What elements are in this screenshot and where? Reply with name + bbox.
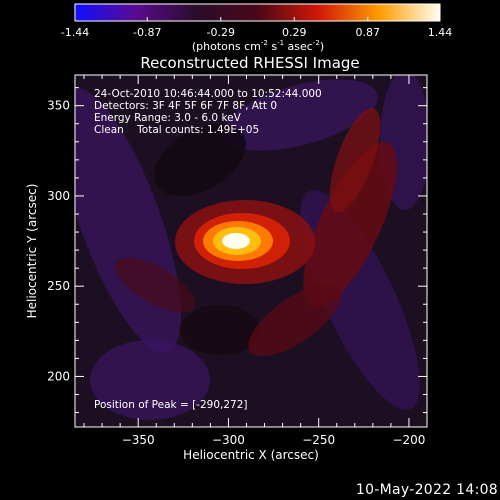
x-axis-label: Heliocentric X (arcsec) bbox=[183, 448, 319, 462]
annotation-time-range: 24-Oct-2010 10:46:44.000 to 10:52:44.000 bbox=[94, 88, 322, 100]
annotation-total-counts: Clean Total counts: 1.49E+05 bbox=[94, 124, 259, 136]
source-core bbox=[222, 233, 250, 249]
red-filament bbox=[248, 283, 342, 357]
chart-title: Reconstructed RHESSI Image bbox=[140, 54, 359, 72]
y-tick-label: 300 bbox=[47, 189, 70, 203]
y-tick-label: 250 bbox=[47, 279, 70, 293]
colorbar-tick-label: -0.87 bbox=[133, 26, 161, 39]
x-tick-label: −200 bbox=[392, 433, 425, 447]
y-axis: 200 250 300 350 bbox=[47, 87, 427, 414]
dark-region bbox=[154, 123, 246, 197]
colorbar-tick-label: 1.44 bbox=[428, 26, 453, 39]
x-tick-label: −350 bbox=[122, 433, 155, 447]
peak-position-label: Position of Peak = [-290,272] bbox=[94, 399, 248, 411]
image-area bbox=[75, 75, 427, 427]
observation-annotations: 24-Oct-2010 10:46:44.000 to 10:52:44.000… bbox=[94, 88, 322, 136]
plot-frame bbox=[74, 74, 428, 428]
red-filament bbox=[329, 107, 381, 213]
x-tick-label: −300 bbox=[212, 433, 245, 447]
colorbar-tick-label: -1.44 bbox=[61, 26, 89, 39]
x-axis: −350 −300 −250 −200 bbox=[83, 75, 428, 447]
y-axis-label: Heliocentric Y (arcsec) bbox=[25, 184, 39, 319]
red-filament bbox=[303, 142, 397, 308]
annotation-energy-range: Energy Range: 3.0 - 6.0 keV bbox=[94, 112, 242, 124]
y-tick-label: 200 bbox=[47, 369, 70, 383]
red-filament bbox=[115, 257, 195, 313]
colorbar-tick-labels: -1.44 -0.87 -0.29 0.29 0.87 1.44 bbox=[61, 26, 452, 39]
colorbar-tick-label: 0.29 bbox=[282, 26, 307, 39]
colorbar-units: (photons cm-2 s-1 asec-2) bbox=[192, 39, 324, 53]
colorbar bbox=[74, 3, 441, 22]
purple-band bbox=[222, 79, 378, 151]
colorbar-tick-label: 0.87 bbox=[356, 26, 381, 39]
dark-region bbox=[180, 305, 260, 355]
x-tick-label: −250 bbox=[302, 433, 335, 447]
annotation-detectors: Detectors: 3F 4F 5F 6F 7F 8F, Att 0 bbox=[94, 100, 277, 112]
y-tick-label: 350 bbox=[47, 99, 70, 113]
purple-band bbox=[90, 340, 210, 420]
colorbar-tick-label: -0.29 bbox=[207, 26, 235, 39]
footer-date: 10-May-2022 14:08 bbox=[355, 482, 498, 498]
colorbar-ticks bbox=[74, 17, 441, 21]
